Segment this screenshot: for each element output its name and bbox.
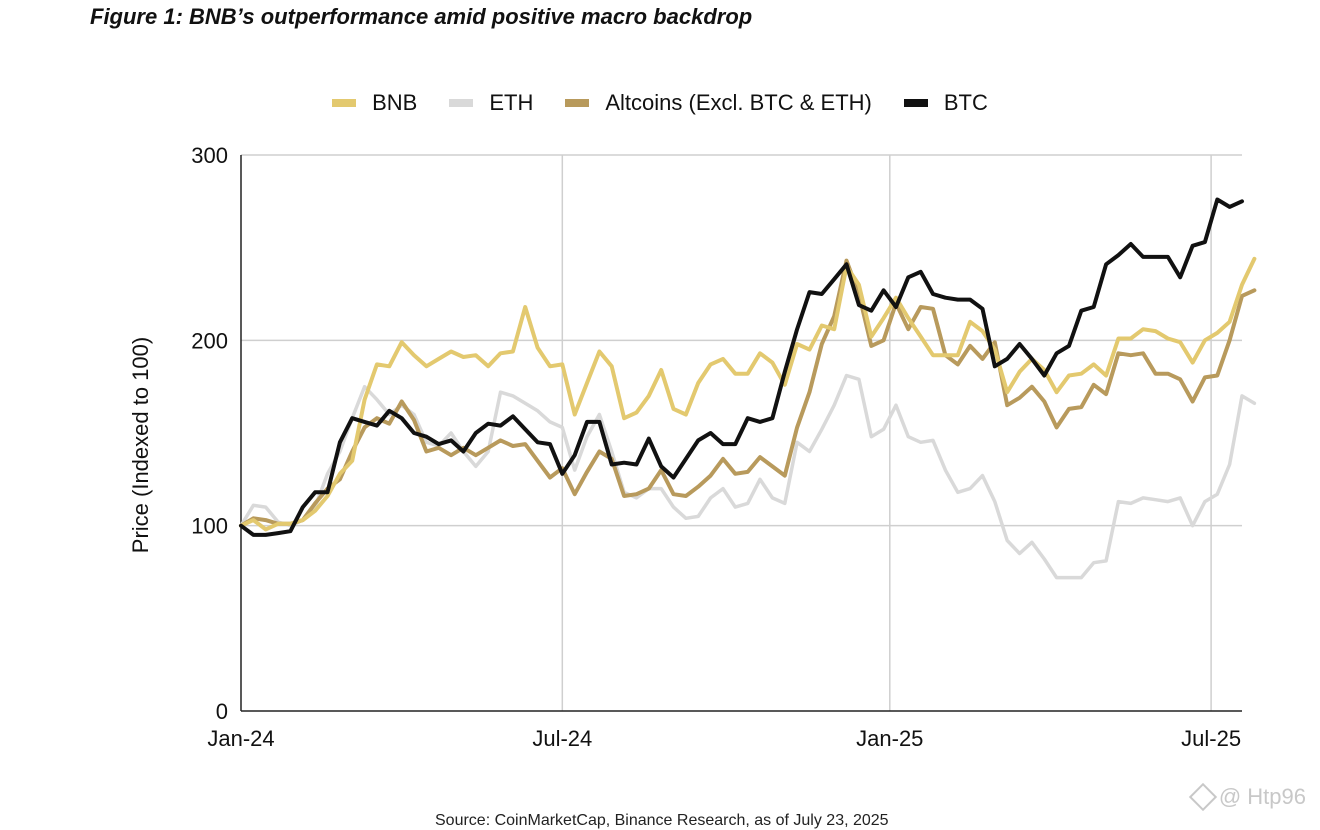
series-line-eth bbox=[239, 373, 1257, 580]
legend-item-bnb: BNB bbox=[332, 88, 417, 118]
y-axis-label: Price (Indexed to 100) bbox=[128, 337, 153, 553]
legend-item-btc: BTC bbox=[903, 88, 988, 118]
series-line-bnb bbox=[239, 256, 1257, 532]
legend-label: Altcoins (Excl. BTC & ETH) bbox=[605, 90, 872, 115]
legend-swatch bbox=[332, 99, 357, 107]
y-tick-label: 100 bbox=[191, 514, 228, 539]
watermark: @ Htp96 bbox=[1188, 782, 1306, 812]
series-line-altcoins-excl-btc-eth bbox=[239, 258, 1257, 528]
legend-swatch bbox=[565, 99, 590, 107]
series-line-btc bbox=[239, 197, 1244, 537]
legend-swatch bbox=[449, 99, 474, 107]
source-note: Source: CoinMarketCap, Binance Research,… bbox=[435, 812, 889, 829]
y-tick-label: 200 bbox=[191, 328, 228, 353]
x-tick-label: Jul-24 bbox=[532, 726, 592, 751]
legend-item-altcoins-excl-btc-eth: Altcoins (Excl. BTC & ETH) bbox=[565, 88, 872, 118]
figure-title: Figure 1: BNB’s outperformance amid posi… bbox=[90, 4, 753, 29]
binance-logo-icon bbox=[1188, 782, 1217, 812]
x-tick-label: Jul-25 bbox=[1181, 726, 1241, 751]
legend-item-eth: ETH bbox=[449, 88, 533, 118]
y-tick-label: 300 bbox=[191, 143, 228, 168]
legend-label: ETH bbox=[489, 90, 534, 115]
x-tick-label: Jan-24 bbox=[207, 726, 274, 751]
legend-label: BTC bbox=[943, 90, 988, 115]
watermark-text: @ Htp96 bbox=[1218, 784, 1306, 809]
chart-legend: BNB ETH Altcoins (Excl. BTC & ETH) BTC bbox=[0, 88, 1320, 118]
legend-label: BNB bbox=[372, 90, 418, 115]
x-tick-label: Jan-25 bbox=[856, 726, 923, 751]
legend-swatch bbox=[903, 99, 928, 107]
y-tick-label: 0 bbox=[216, 699, 228, 724]
